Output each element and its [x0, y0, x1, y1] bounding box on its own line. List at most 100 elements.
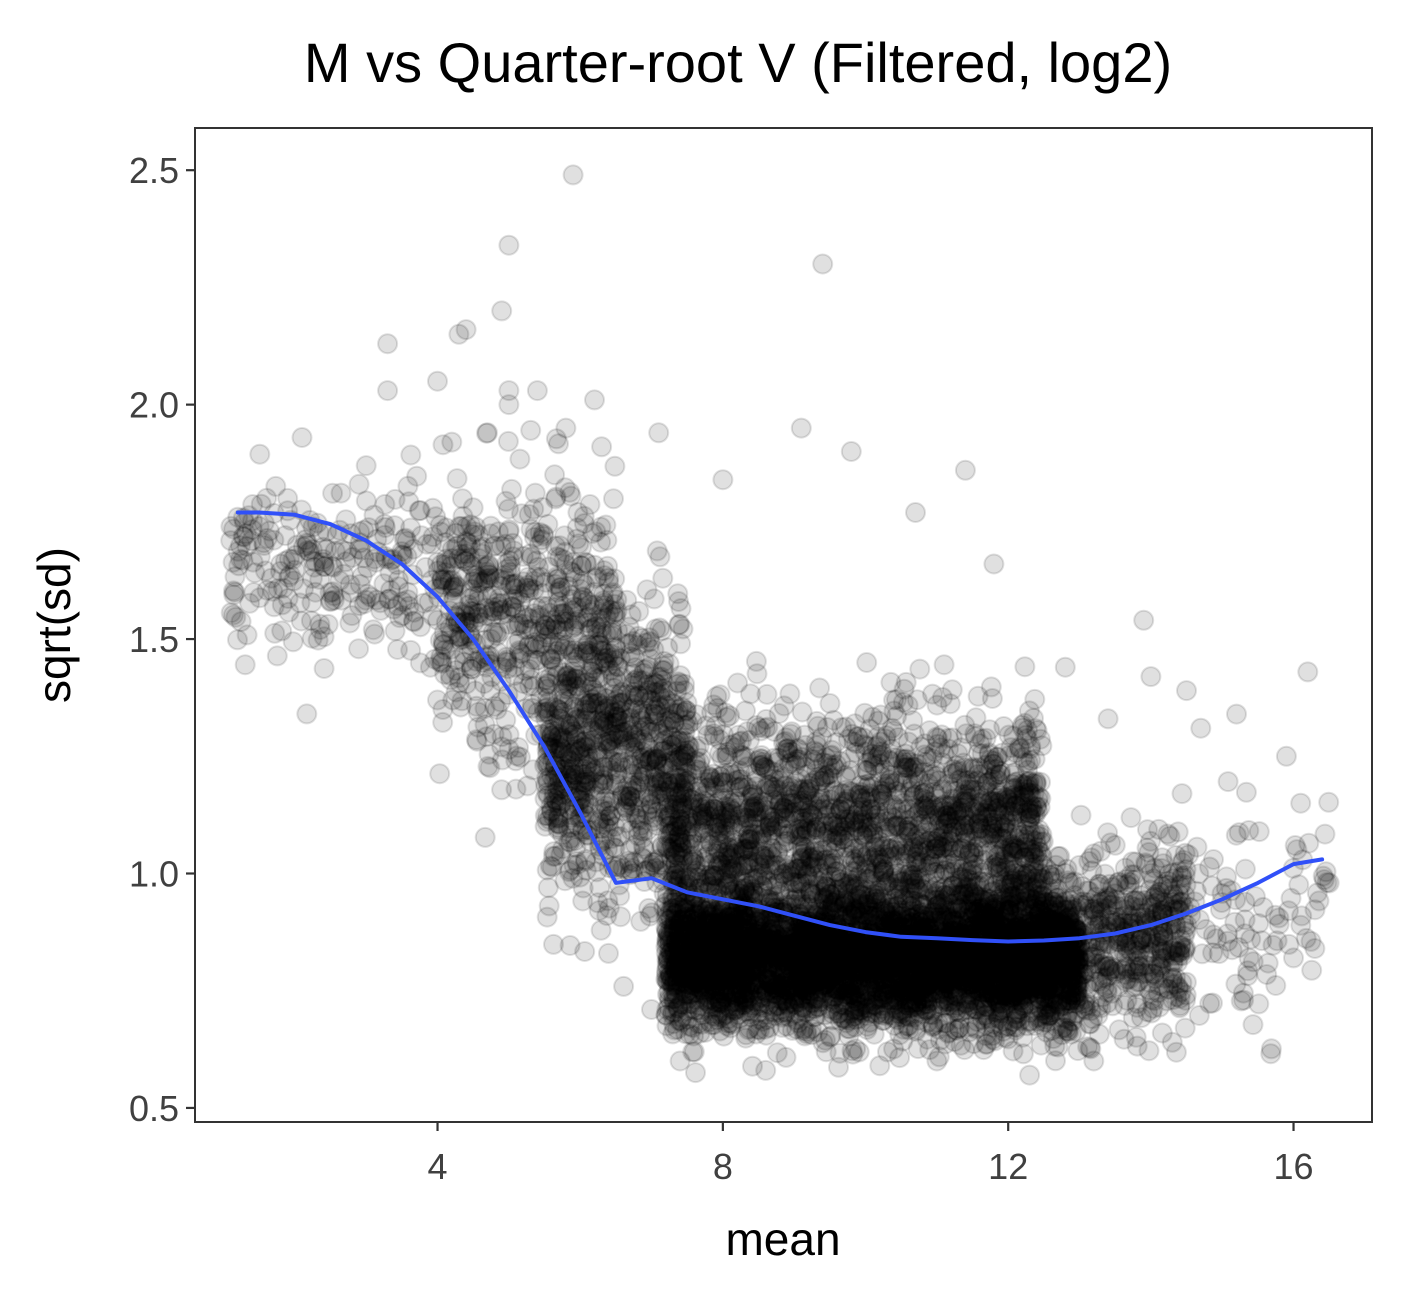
data-point — [539, 666, 561, 688]
data-point — [430, 521, 452, 543]
data-point — [295, 529, 316, 551]
data-point — [397, 475, 419, 497]
data-point — [429, 763, 451, 785]
data-point — [391, 541, 413, 563]
data-point — [403, 611, 425, 633]
data-point — [581, 729, 603, 751]
data-point — [384, 515, 406, 537]
data-point — [379, 562, 401, 583]
data-point — [445, 649, 467, 671]
data-point — [434, 562, 456, 583]
data-point — [425, 506, 447, 528]
data-point — [643, 588, 665, 610]
data-point — [571, 537, 592, 559]
data-point — [427, 609, 449, 631]
data-point — [397, 581, 419, 603]
data-point — [514, 582, 536, 604]
data-point — [356, 583, 378, 605]
data-point — [264, 622, 286, 644]
data-point — [559, 743, 581, 765]
data-point — [324, 540, 346, 562]
data-point — [266, 645, 288, 667]
data-point — [230, 611, 252, 633]
data-point — [667, 583, 689, 605]
data-point — [581, 676, 603, 697]
data-point — [353, 593, 375, 615]
data-point — [464, 680, 486, 702]
data-point — [244, 562, 266, 584]
data-point — [434, 639, 456, 661]
data-point — [267, 578, 289, 600]
data-point — [348, 538, 370, 560]
data-point — [598, 800, 620, 822]
data-point — [400, 444, 422, 466]
data-point — [403, 610, 424, 632]
data-point — [321, 555, 343, 577]
data-point — [632, 670, 654, 692]
data-point — [263, 529, 285, 551]
data-point — [590, 919, 612, 941]
data-point — [449, 515, 470, 537]
data-point — [409, 616, 431, 638]
data-point — [249, 587, 271, 609]
data-point — [225, 606, 247, 628]
data-point — [236, 624, 258, 646]
data-point — [309, 619, 331, 640]
data-point — [491, 592, 513, 614]
data-point — [313, 626, 335, 648]
data-point — [316, 538, 338, 560]
data-point — [374, 517, 396, 538]
data-point — [392, 591, 414, 613]
data-point — [461, 524, 483, 545]
data-point — [563, 696, 585, 718]
data-point — [279, 564, 301, 586]
data-point — [504, 656, 526, 678]
data-point — [415, 556, 437, 578]
data-point — [387, 639, 408, 660]
data-point — [443, 575, 465, 597]
data-point — [460, 658, 482, 680]
data-point — [233, 526, 255, 548]
data-point — [278, 548, 300, 570]
data-point — [627, 825, 649, 847]
data-point — [336, 541, 358, 562]
data-point — [559, 859, 581, 881]
data-point — [468, 584, 490, 606]
data-point — [536, 906, 558, 928]
data-point — [253, 535, 275, 556]
data-point — [355, 589, 377, 611]
data-point — [598, 942, 619, 964]
data-point — [319, 582, 341, 604]
data-point — [223, 580, 244, 602]
data-point — [625, 774, 647, 796]
data-point — [253, 532, 275, 554]
data-point — [286, 534, 308, 556]
data-point — [412, 592, 434, 614]
data-point — [357, 557, 378, 579]
data-point — [220, 515, 242, 537]
data-point — [249, 546, 271, 568]
data-point — [474, 826, 496, 848]
data-point — [284, 559, 306, 581]
data-point — [622, 697, 644, 719]
data-point — [243, 582, 265, 603]
data-point — [646, 540, 668, 562]
data-point — [242, 551, 264, 573]
data-point — [498, 519, 520, 541]
data-point — [442, 579, 464, 601]
data-point — [351, 565, 373, 587]
data-point — [340, 581, 362, 603]
data-point — [497, 430, 519, 452]
data-point — [313, 555, 335, 577]
data-point — [392, 605, 414, 627]
plot-panel — [194, 127, 1373, 1123]
data-point — [610, 906, 632, 928]
data-point — [323, 585, 345, 607]
data-point — [403, 601, 425, 623]
data-point — [232, 549, 254, 571]
data-point — [418, 591, 440, 613]
data-point — [531, 529, 553, 551]
data-point — [409, 652, 431, 674]
data-point — [380, 579, 402, 601]
